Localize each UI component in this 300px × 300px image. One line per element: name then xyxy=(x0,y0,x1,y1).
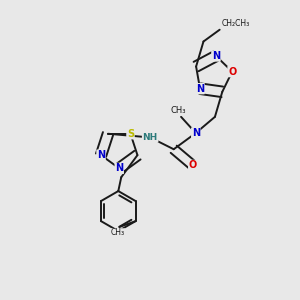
Text: CH₃: CH₃ xyxy=(170,106,186,116)
Text: O: O xyxy=(228,67,236,76)
Text: CH₃: CH₃ xyxy=(111,229,125,238)
Text: N: N xyxy=(196,84,204,94)
Text: N: N xyxy=(212,51,220,61)
Text: S: S xyxy=(127,129,134,139)
Text: N: N xyxy=(115,164,123,173)
Text: N: N xyxy=(192,128,200,138)
Text: CH₂CH₃: CH₂CH₃ xyxy=(221,19,249,28)
Text: O: O xyxy=(189,160,197,170)
Text: N: N xyxy=(97,150,105,160)
Text: NH: NH xyxy=(142,133,158,142)
